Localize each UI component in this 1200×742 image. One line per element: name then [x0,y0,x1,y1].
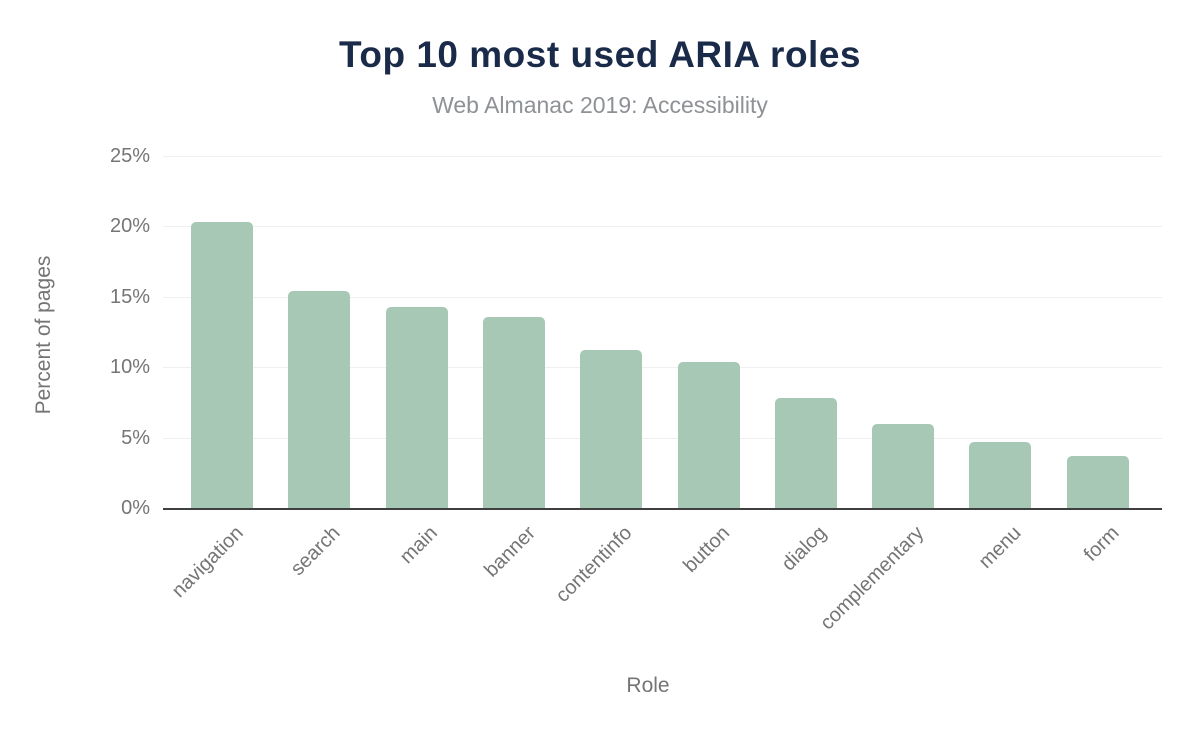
y-tick-label: 5% [121,426,150,449]
x-tick-label-complementary: complementary [816,522,929,635]
chart-title: Top 10 most used ARIA roles [339,34,861,75]
x-tick-label-navigation: navigation [167,522,248,603]
bar-form [1066,455,1129,508]
bar-search [288,291,351,508]
chart-subtitle: Web Almanac 2019: Accessibility [432,92,768,118]
x-tick-label-menu: menu [975,522,1026,573]
gridline-10% [163,367,1162,369]
bar-button [677,361,740,508]
bar-complementary [872,423,935,508]
x-tick-label-dialog: dialog [778,522,832,576]
x-tick-label-form: form [1079,522,1124,566]
gridline-25% [163,156,1162,157]
bar-menu [969,441,1032,508]
y-tick-label: 25% [109,145,150,167]
bar-main [385,306,448,508]
y-tick-label: 0% [121,497,150,519]
bar-banner [482,316,545,508]
x-axis-title: Role [626,674,670,697]
x-tick-label-button: button [679,522,735,577]
gridline-20% [163,226,1162,228]
gridline-15% [163,296,1162,298]
bar-navigation [191,222,253,508]
x-tick-label-search: search [286,522,345,581]
x-tick-label-banner: banner [479,522,540,582]
x-axis-labels: navigation search main banner contentinfo but… [163,156,1162,634]
plot-area [163,156,1162,510]
y-tick-label: 15% [109,285,150,308]
y-axis-ticks: 0% 5% 10% 15% 20% 25% [0,145,150,519]
y-tick-label: 10% [109,356,150,379]
bar-contentinfo [580,350,643,508]
x-tick-label-contentinfo: contentinfo [552,522,637,607]
x-tick-label-main: main [395,522,443,569]
y-tick-label: 20% [109,215,150,238]
bar-dialog [774,398,837,508]
gridline-5% [163,437,1162,439]
